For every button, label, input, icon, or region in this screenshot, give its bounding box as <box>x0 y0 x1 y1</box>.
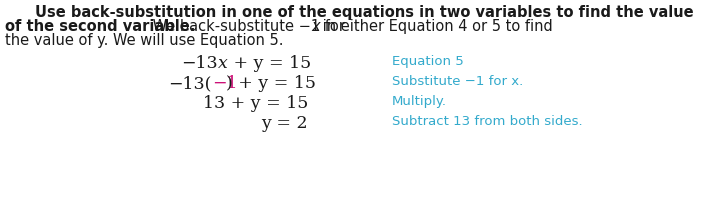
Text: + y = 15: + y = 15 <box>228 55 312 72</box>
Text: −1: −1 <box>212 75 237 92</box>
Text: −13: −13 <box>181 55 218 72</box>
Text: the value of y. We will use Equation 5.: the value of y. We will use Equation 5. <box>5 33 283 48</box>
Text: x: x <box>311 19 320 34</box>
Text: ) + y = 15: ) + y = 15 <box>226 75 316 92</box>
Text: y = 2: y = 2 <box>261 115 308 131</box>
Text: in either Equation 4 or 5 to find: in either Equation 4 or 5 to find <box>318 19 553 34</box>
Text: Subtract 13 from both sides.: Subtract 13 from both sides. <box>392 115 582 127</box>
Text: of the second variable.: of the second variable. <box>5 19 195 34</box>
Text: We back-substitute −1 for: We back-substitute −1 for <box>148 19 349 34</box>
Text: Multiply.: Multiply. <box>392 95 447 107</box>
Text: 13 + y = 15: 13 + y = 15 <box>202 95 308 112</box>
Text: Use back-substitution in one of the equations in two variables to find the value: Use back-substitution in one of the equa… <box>35 5 693 20</box>
Text: Equation 5: Equation 5 <box>392 55 464 68</box>
Text: Substitute −1 for x.: Substitute −1 for x. <box>392 75 523 87</box>
Text: −13(: −13( <box>169 75 212 92</box>
Text: x: x <box>218 55 228 72</box>
